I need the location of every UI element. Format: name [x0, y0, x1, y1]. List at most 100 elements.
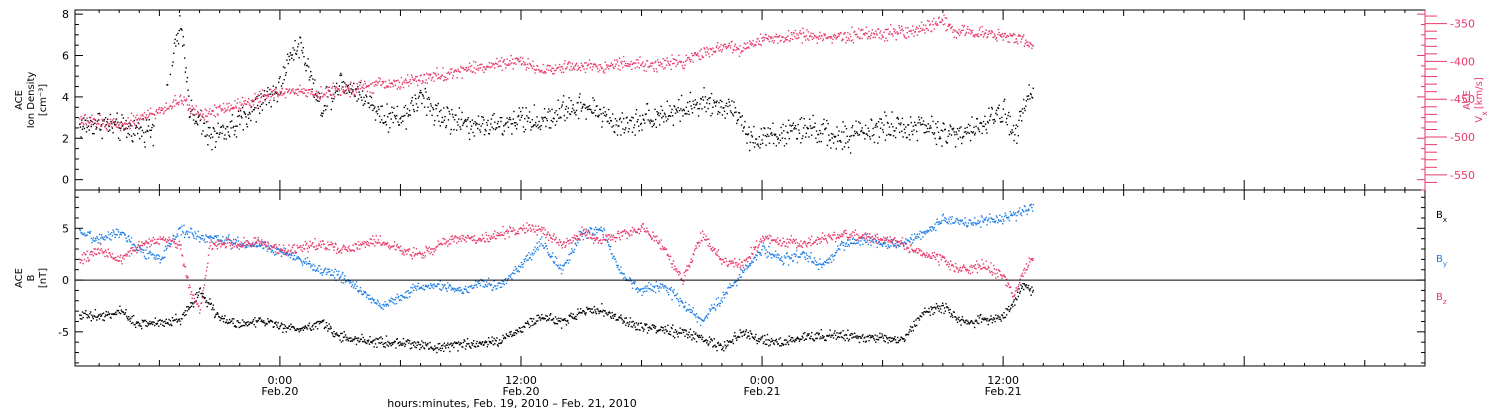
data-point	[441, 347, 444, 350]
data-point	[511, 335, 513, 338]
data-point	[129, 320, 131, 322]
data-point	[98, 314, 100, 316]
data-point	[901, 130, 903, 132]
data-point	[245, 245, 247, 248]
data-point	[842, 330, 844, 332]
data-point	[1012, 33, 1015, 35]
data-point	[342, 340, 344, 342]
data-point	[749, 330, 752, 332]
data-point	[254, 242, 257, 244]
data-point	[113, 312, 116, 315]
data-point	[374, 119, 377, 121]
data-point	[1010, 304, 1013, 306]
data-point	[223, 111, 225, 114]
data-point	[768, 345, 770, 347]
data-point	[1002, 317, 1004, 319]
data-point	[811, 36, 813, 38]
data-point	[365, 94, 367, 96]
data-point	[303, 326, 305, 328]
data-point	[441, 116, 444, 119]
data-point	[208, 235, 210, 238]
data-point	[420, 286, 422, 288]
data-point	[886, 338, 889, 340]
data-point	[505, 122, 508, 124]
data-point	[922, 24, 925, 26]
data-point	[636, 66, 638, 68]
data-point	[877, 142, 879, 144]
data-point	[410, 82, 412, 85]
data-point	[577, 117, 580, 120]
data-point	[205, 235, 208, 238]
data-point	[594, 233, 596, 236]
data-point	[871, 336, 873, 339]
data-point	[843, 131, 845, 133]
data-point	[142, 118, 144, 120]
data-point	[871, 32, 873, 34]
data-point	[675, 108, 677, 110]
data-point	[615, 124, 617, 126]
data-point	[346, 336, 348, 339]
data-point	[261, 109, 264, 111]
data-point	[914, 31, 917, 33]
data-point	[559, 320, 561, 323]
data-point	[944, 17, 947, 19]
data-point	[848, 39, 850, 41]
data-point	[434, 285, 437, 287]
data-point	[142, 321, 144, 323]
data-point	[776, 36, 778, 38]
data-point	[819, 336, 822, 338]
data-point	[734, 45, 736, 47]
data-point	[355, 89, 357, 91]
data-point	[299, 258, 302, 261]
data-point	[327, 86, 329, 89]
data-point	[179, 320, 181, 322]
data-point	[630, 280, 632, 282]
data-point	[638, 130, 641, 132]
data-point	[344, 336, 346, 338]
data-point	[141, 135, 143, 137]
data-point	[670, 326, 673, 329]
data-point	[183, 314, 186, 317]
data-point	[305, 263, 308, 265]
data-point	[282, 252, 284, 254]
data-point	[333, 335, 336, 338]
data-point	[442, 121, 444, 123]
data-point	[282, 253, 285, 255]
data-point	[239, 123, 241, 126]
data-point	[350, 92, 353, 94]
data-point	[210, 302, 212, 305]
data-point	[933, 28, 936, 30]
data-point	[100, 128, 102, 131]
data-point	[413, 344, 415, 347]
data-point	[771, 134, 773, 137]
data-point	[935, 21, 937, 23]
data-point	[1016, 125, 1019, 128]
data-point	[136, 132, 139, 135]
data-point	[164, 106, 166, 109]
data-point	[830, 132, 833, 135]
data-point	[493, 112, 495, 115]
data-point	[960, 32, 962, 34]
data-point	[119, 129, 122, 132]
data-point	[871, 135, 874, 137]
data-point	[909, 325, 912, 328]
data-point	[520, 261, 523, 264]
data-point	[785, 125, 787, 127]
data-point	[798, 132, 801, 134]
data-point	[430, 346, 433, 348]
data-point	[353, 285, 356, 287]
data-point	[248, 111, 251, 114]
data-point	[286, 253, 289, 255]
data-point	[890, 341, 892, 343]
data-point	[458, 289, 461, 292]
data-point	[845, 36, 848, 38]
data-point	[769, 127, 771, 130]
data-point	[864, 34, 866, 36]
data-point	[689, 61, 692, 63]
data-point	[989, 115, 992, 118]
data-point	[987, 122, 989, 124]
data-point	[674, 105, 676, 108]
data-point	[1025, 105, 1027, 107]
data-point	[293, 257, 295, 260]
data-point	[174, 319, 176, 321]
